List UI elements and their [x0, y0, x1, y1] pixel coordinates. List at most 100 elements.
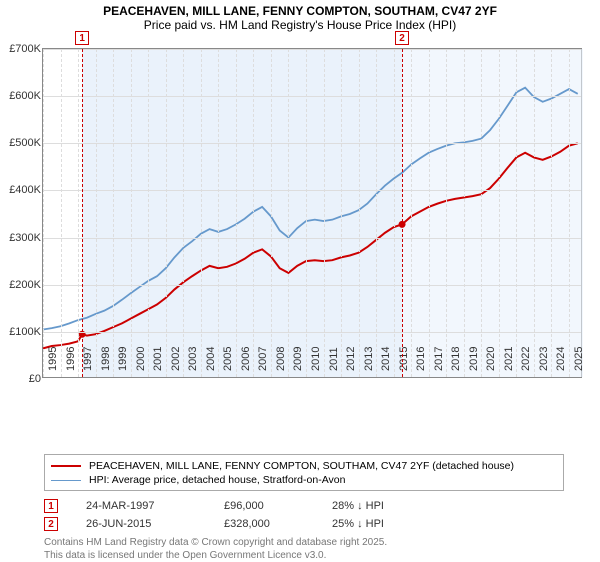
- gridline-vertical: [236, 49, 237, 377]
- marker-line: [402, 49, 403, 377]
- gridline-vertical: [288, 49, 289, 377]
- gridline-vertical: [131, 49, 132, 377]
- marker-table-date: 26-JUN-2015: [86, 518, 196, 530]
- marker-table: 124-MAR-1997£96,00028% ↓ HPI226-JUN-2015…: [44, 497, 564, 533]
- gridline-vertical: [446, 49, 447, 377]
- x-axis-tick-label: 2019: [468, 347, 480, 371]
- gridline-vertical: [78, 49, 79, 377]
- x-axis-tick-label: 2024: [555, 347, 567, 371]
- marker-table-row: 226-JUN-2015£328,00025% ↓ HPI: [44, 515, 564, 533]
- gridline-horizontal: [43, 238, 581, 239]
- x-axis-tick-label: 2022: [520, 347, 532, 371]
- legend-box: PEACEHAVEN, MILL LANE, FENNY COMPTON, SO…: [44, 454, 564, 491]
- gridline-vertical: [429, 49, 430, 377]
- x-axis-tick-label: 2023: [538, 347, 550, 371]
- x-axis-tick-label: 2003: [187, 347, 199, 371]
- x-axis-tick-label: 2020: [485, 347, 497, 371]
- x-axis-tick-label: 2008: [275, 347, 287, 371]
- gridline-vertical: [341, 49, 342, 377]
- x-axis-tick-label: 2001: [152, 347, 164, 371]
- x-axis-tick-label: 2004: [205, 347, 217, 371]
- gridline-horizontal: [43, 143, 581, 144]
- y-axis-tick-label: £0: [5, 373, 41, 385]
- x-axis-tick-label: 2006: [240, 347, 252, 371]
- legend-row: HPI: Average price, detached house, Stra…: [51, 473, 557, 487]
- gridline-vertical: [569, 49, 570, 377]
- marker-badge: 1: [75, 31, 89, 45]
- gridline-vertical: [551, 49, 552, 377]
- legend-swatch: [51, 465, 81, 467]
- x-axis-tick-label: 1997: [82, 347, 94, 371]
- x-axis-tick-label: 2000: [135, 347, 147, 371]
- gridline-horizontal: [43, 332, 581, 333]
- x-axis-tick-label: 2002: [170, 347, 182, 371]
- gridline-horizontal: [43, 190, 581, 191]
- gridline-vertical: [218, 49, 219, 377]
- x-axis-tick-label: 2010: [310, 347, 322, 371]
- gridline-vertical: [411, 49, 412, 377]
- marker-table-badge: 2: [44, 517, 58, 531]
- x-axis-tick-label: 2015: [398, 347, 410, 371]
- x-axis-tick-label: 2007: [257, 347, 269, 371]
- x-axis-tick-label: 2016: [415, 347, 427, 371]
- x-axis-tick-label: 2005: [222, 347, 234, 371]
- gridline-vertical: [394, 49, 395, 377]
- gridline-vertical: [61, 49, 62, 377]
- gridline-vertical: [324, 49, 325, 377]
- marker-table-price: £328,000: [224, 518, 304, 530]
- gridline-vertical: [96, 49, 97, 377]
- legend-block: PEACEHAVEN, MILL LANE, FENNY COMPTON, SO…: [44, 454, 564, 562]
- marker-table-badge: 1: [44, 499, 58, 513]
- gridline-vertical: [253, 49, 254, 377]
- series-hpi: [43, 88, 578, 330]
- x-axis-tick-label: 2011: [328, 347, 340, 371]
- x-axis-tick-label: 1996: [65, 347, 77, 371]
- gridline-vertical: [201, 49, 202, 377]
- x-axis-tick-label: 2017: [433, 347, 445, 371]
- plot-region: £0£100K£200K£300K£400K£500K£600K£700K199…: [42, 48, 582, 378]
- chart-area: £0£100K£200K£300K£400K£500K£600K£700K199…: [10, 38, 590, 418]
- y-axis-tick-label: £600K: [5, 90, 41, 102]
- x-axis-tick-label: 2018: [450, 347, 462, 371]
- gridline-vertical: [43, 49, 44, 377]
- x-axis-tick-label: 2013: [363, 347, 375, 371]
- attribution-text: Contains HM Land Registry data © Crown c…: [44, 537, 564, 562]
- gridline-vertical: [481, 49, 482, 377]
- marker-table-diff: 28% ↓ HPI: [332, 500, 422, 512]
- marker-badge: 2: [395, 31, 409, 45]
- gridline-vertical: [359, 49, 360, 377]
- x-axis-tick-label: 2025: [573, 347, 585, 371]
- y-axis-tick-label: £400K: [5, 184, 41, 196]
- y-axis-tick-label: £300K: [5, 232, 41, 244]
- x-axis-tick-label: 2014: [380, 347, 392, 371]
- x-axis-tick-label: 2021: [503, 347, 515, 371]
- gridline-horizontal: [43, 96, 581, 97]
- gridline-vertical: [271, 49, 272, 377]
- gridline-horizontal: [43, 285, 581, 286]
- legend-row: PEACEHAVEN, MILL LANE, FENNY COMPTON, SO…: [51, 459, 557, 473]
- attribution-line-2: This data is licensed under the Open Gov…: [44, 550, 564, 562]
- marker-table-date: 24-MAR-1997: [86, 500, 196, 512]
- gridline-vertical: [376, 49, 377, 377]
- marker-table-row: 124-MAR-1997£96,00028% ↓ HPI: [44, 497, 564, 515]
- gridline-vertical: [113, 49, 114, 377]
- line-series-svg: [43, 49, 581, 377]
- x-axis-tick-label: 1999: [117, 347, 129, 371]
- title-block: PEACEHAVEN, MILL LANE, FENNY COMPTON, SO…: [0, 0, 600, 32]
- legend-swatch: [51, 480, 81, 481]
- marker-line: [82, 49, 83, 377]
- y-axis-tick-label: £700K: [5, 43, 41, 55]
- chart-container: PEACEHAVEN, MILL LANE, FENNY COMPTON, SO…: [0, 0, 600, 560]
- x-axis-tick-label: 2012: [345, 347, 357, 371]
- series-price_paid: [43, 143, 578, 348]
- gridline-vertical: [148, 49, 149, 377]
- legend-label: HPI: Average price, detached house, Stra…: [89, 474, 345, 486]
- gridline-horizontal: [43, 49, 581, 50]
- y-axis-tick-label: £100K: [5, 326, 41, 338]
- y-axis-tick-label: £200K: [5, 279, 41, 291]
- gridline-vertical: [534, 49, 535, 377]
- attribution-line-1: Contains HM Land Registry data © Crown c…: [44, 537, 564, 550]
- chart-subtitle: Price paid vs. HM Land Registry's House …: [0, 18, 600, 32]
- gridline-vertical: [306, 49, 307, 377]
- gridline-vertical: [499, 49, 500, 377]
